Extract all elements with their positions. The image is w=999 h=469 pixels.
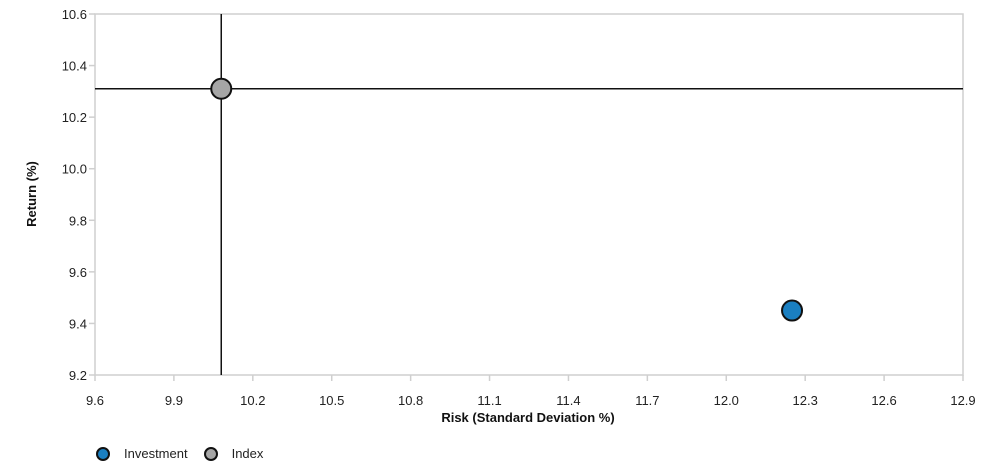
x-tick-label: 9.9 [165, 393, 183, 408]
legend: Investment Index [96, 446, 279, 461]
x-tick-label: 12.3 [793, 393, 818, 408]
x-tick-label: 12.6 [871, 393, 896, 408]
x-tick-label: 11.7 [635, 393, 659, 408]
legend-item-investment: Investment [96, 446, 188, 461]
legend-label-investment: Investment [124, 446, 188, 461]
plot-frame [94, 13, 964, 376]
legend-swatch-investment [96, 446, 110, 461]
y-tick-label: 9.2 [69, 368, 87, 383]
index-point [210, 77, 233, 100]
legend-item-index: Index [203, 446, 264, 461]
legend-swatch-index [203, 446, 218, 461]
x-tick-label: 10.8 [398, 393, 423, 408]
x-tick-label: 9.6 [86, 393, 104, 408]
x-tick-label: 11.1 [477, 393, 501, 408]
x-tick-label: 10.5 [319, 393, 344, 408]
y-tick-label: 9.6 [69, 265, 87, 280]
x-axis-title: Risk (Standard Deviation %) [441, 410, 614, 425]
y-tick-label: 10.4 [62, 59, 87, 74]
x-tick-label: 12.9 [950, 393, 975, 408]
y-tick-label: 9.8 [69, 213, 87, 228]
x-tick-label: 10.2 [240, 393, 265, 408]
y-tick-label: 9.4 [69, 316, 87, 331]
y-tick-label: 10.2 [62, 110, 87, 125]
y-tick-label: 10.0 [62, 162, 87, 177]
y-tick-label: 10.6 [62, 7, 87, 22]
investment-point [781, 299, 804, 322]
y-axis-title: Return (%) [24, 161, 39, 227]
scatter-chart: 9.6 9.9 10.2 10.5 10.8 11.1 11.4 11.7 12.0 12.3 12… [24, 7, 976, 425]
x-tick-label: 12.0 [714, 393, 739, 408]
x-tick-label: 11.4 [556, 393, 580, 408]
legend-label-index: Index [231, 446, 264, 461]
